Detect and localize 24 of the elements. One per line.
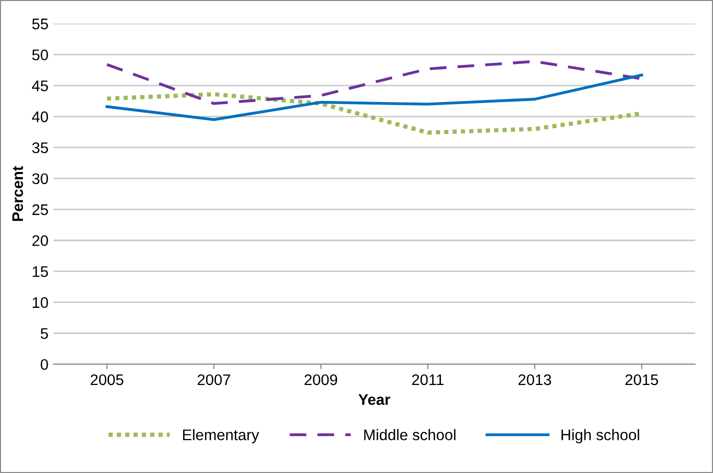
y-tick-label: 10 bbox=[32, 297, 48, 308]
y-tick-label: 25 bbox=[32, 204, 48, 216]
y-tick-label: 50 bbox=[32, 49, 48, 60]
legend-label: Middle school bbox=[364, 429, 456, 440]
y-tick-label: 30 bbox=[32, 173, 48, 184]
y-tick-label: 40 bbox=[32, 111, 48, 122]
x-tick-label: 2007 bbox=[198, 374, 230, 386]
y-tick-label: 0 bbox=[40, 359, 48, 370]
y-tick-label: 15 bbox=[32, 266, 48, 278]
y-tick-label: 55 bbox=[32, 18, 48, 30]
x-axis-title: Year bbox=[358, 394, 390, 405]
x-tick-label: 2015 bbox=[625, 374, 658, 386]
legend-label: High school bbox=[562, 429, 640, 444]
y-tick-label: 20 bbox=[32, 235, 48, 246]
y-tick-label: 45 bbox=[32, 80, 48, 92]
y-axis-title: Percent bbox=[12, 166, 24, 221]
line-series bbox=[106, 74, 644, 122]
x-tick-label: 2005 bbox=[90, 374, 124, 386]
y-tick-label: 5 bbox=[40, 328, 48, 339]
x-tick-label: 2013 bbox=[518, 374, 552, 386]
x-tick-label: 2009 bbox=[304, 374, 338, 386]
x-tick-label: 2011 bbox=[412, 374, 444, 386]
legend-label: Elementary bbox=[183, 429, 260, 444]
y-tick-label: 35 bbox=[32, 142, 48, 154]
